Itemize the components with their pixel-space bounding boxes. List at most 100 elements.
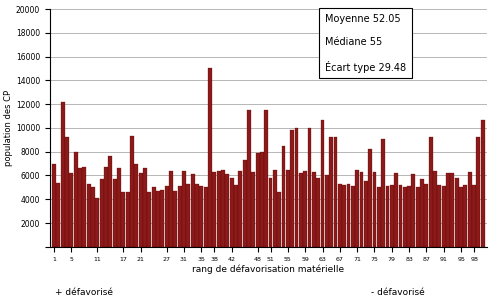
Bar [208,69,212,247]
Bar [156,191,160,247]
Bar [83,167,86,247]
Bar [325,175,329,247]
Bar [95,198,99,247]
Bar [147,192,151,247]
Bar [364,182,368,247]
Bar [342,185,346,247]
Bar [437,185,441,247]
Bar [381,139,385,247]
Bar [86,184,90,247]
Bar [247,110,251,247]
Bar [260,152,264,247]
Bar [355,169,359,247]
Bar [377,187,381,247]
Y-axis label: population des CP: population des CP [4,90,13,166]
Bar [177,186,181,247]
Bar [100,179,103,247]
Bar [368,149,372,247]
Bar [134,164,138,247]
Bar [416,187,420,247]
Bar [295,128,299,247]
Bar [359,172,363,247]
Bar [450,173,454,247]
Bar [433,171,437,247]
Bar [351,186,355,247]
Bar [316,178,320,247]
Bar [104,167,108,247]
Bar [238,171,242,247]
Bar [217,171,221,247]
Bar [91,187,95,247]
Bar [255,153,259,247]
Bar [346,184,350,247]
Bar [52,164,56,247]
Text: - défavorisé: - défavorisé [371,288,424,297]
Bar [477,138,480,247]
Bar [199,186,203,247]
Bar [329,138,333,247]
Bar [173,191,177,247]
Bar [165,186,168,247]
Bar [186,184,190,247]
Bar [481,119,485,247]
Bar [446,173,450,247]
Bar [373,172,376,247]
Bar [403,187,407,247]
Bar [78,168,82,247]
Bar [468,172,472,247]
Bar [204,187,208,247]
Bar [61,102,65,247]
Bar [321,119,325,247]
Bar [308,128,312,247]
Bar [182,171,186,247]
Bar [273,169,277,247]
Bar [130,136,134,247]
Bar [459,187,463,247]
Bar [394,173,398,247]
Bar [286,169,290,247]
Bar [161,190,164,247]
Bar [390,185,394,247]
Text: Moyenne 52.05

Médiane 55

Écart type 29.48: Moyenne 52.05 Médiane 55 Écart type 29.4… [325,14,407,73]
Bar [312,172,316,247]
Bar [277,192,281,247]
Bar [282,146,285,247]
Bar [126,192,130,247]
Bar [299,173,303,247]
Bar [234,185,238,247]
Text: + défavorisé: + défavorisé [56,288,113,297]
Bar [243,160,247,247]
Bar [464,185,467,247]
Bar [195,184,199,247]
Bar [442,186,446,247]
Bar [399,185,403,247]
Bar [212,172,216,247]
Bar [412,174,415,247]
Bar [113,179,117,247]
Bar [152,187,156,247]
Bar [221,169,225,247]
Bar [139,173,143,247]
Bar [65,138,69,247]
X-axis label: rang de défavorisation matérielle: rang de défavorisation matérielle [192,264,344,274]
Bar [230,178,234,247]
Bar [169,171,173,247]
Bar [70,173,73,247]
Bar [143,168,147,247]
Bar [74,152,78,247]
Bar [121,192,125,247]
Bar [472,185,476,247]
Bar [424,184,428,247]
Bar [268,178,272,247]
Bar [290,130,294,247]
Bar [386,186,390,247]
Bar [225,174,229,247]
Bar [108,157,112,247]
Bar [191,174,194,247]
Bar [420,179,424,247]
Bar [264,110,268,247]
Bar [117,168,121,247]
Bar [333,138,337,247]
Bar [407,186,411,247]
Bar [455,178,459,247]
